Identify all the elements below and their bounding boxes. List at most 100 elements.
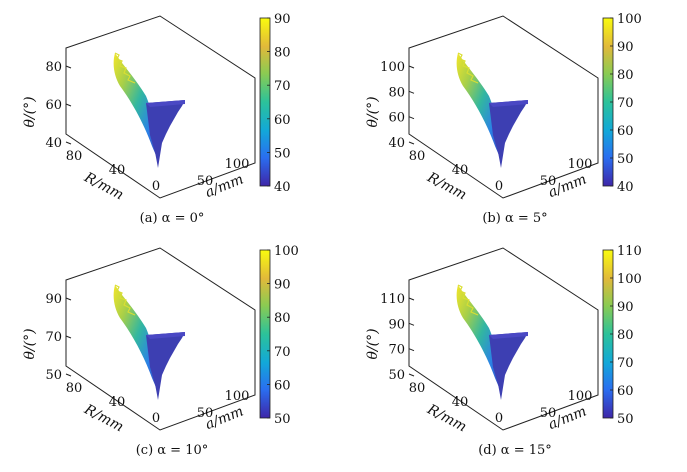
z-tick (408, 90, 415, 94)
y-tick-label: 80 (409, 149, 426, 164)
colorbar-tick-label: 50 (274, 412, 291, 427)
y-tick-label: 0 (495, 179, 503, 194)
surface-low (489, 332, 528, 400)
x-tick-label: 100 (225, 157, 250, 172)
colorbar-tick-label: 100 (617, 272, 642, 287)
z-tick-label: 70 (45, 330, 62, 345)
colorbar-tick-label: 50 (617, 152, 634, 167)
z-tick (65, 373, 72, 377)
z-tick (65, 65, 72, 69)
surface-edge (457, 284, 479, 316)
colorbar-tick-label: 100 (617, 12, 642, 27)
x-tick-label: 100 (225, 389, 250, 404)
z-axis-label: θ/(°) (365, 328, 381, 359)
x-tick-label: 50 (197, 174, 214, 189)
z-axis-label: θ/(°) (365, 96, 381, 127)
colorbar-tick-label: 40 (274, 180, 291, 195)
colorbar-tick-label: 80 (617, 68, 634, 83)
colorbar-tick-label: 90 (617, 40, 634, 55)
colorbar-tick-label: 110 (617, 244, 642, 259)
panel-caption: (a) α = 0° (140, 211, 205, 226)
colorbar-tick-label: 70 (617, 356, 634, 371)
y-tick-label: 40 (452, 395, 469, 410)
surface-low (146, 100, 185, 168)
colorbar-tick-label: 90 (274, 278, 291, 293)
panel-caption: (b) α = 5° (482, 211, 547, 226)
panel-caption: (c) α = 10° (136, 443, 209, 458)
colorbar-tick-label: 90 (274, 12, 291, 27)
surface-top-lip (146, 100, 185, 107)
colorbar-tick-label: 70 (617, 96, 634, 111)
y-tick-label: 80 (66, 149, 83, 164)
colorbar-tick-label: 70 (274, 345, 291, 360)
z-axis-label: θ/(°) (22, 96, 38, 127)
y-tick-label: 0 (152, 179, 160, 194)
z-tick (65, 141, 72, 145)
surface-high (456, 53, 501, 160)
z-tick (65, 103, 72, 107)
z-tick-label: 40 (45, 136, 62, 151)
z-tick (408, 141, 415, 145)
surface-high (113, 53, 158, 160)
y-tick-label: 80 (66, 381, 83, 396)
colorbar-tick-label: 100 (274, 244, 299, 259)
z-tick-label: 50 (388, 368, 405, 383)
z-tick-label: 90 (45, 292, 62, 307)
colorbar-tick-label: 50 (617, 412, 634, 427)
z-tick (408, 116, 415, 120)
x-tick-label: 50 (540, 406, 557, 421)
colorbar-tick-label: 80 (274, 46, 291, 61)
colorbar (259, 17, 271, 187)
surface-edge (457, 52, 479, 84)
x-tick-label: 100 (568, 157, 593, 172)
z-tick-label: 100 (380, 60, 405, 75)
z-tick (408, 65, 415, 69)
surface-low (489, 100, 528, 168)
colorbar-tick-label: 60 (274, 378, 291, 393)
axes-box (65, 15, 256, 199)
y-tick-label: 40 (109, 163, 126, 178)
surface-top-lip (146, 332, 185, 339)
z-tick-label: 80 (388, 85, 405, 100)
z-tick-label: 60 (45, 98, 62, 113)
z-tick (408, 322, 415, 326)
z-axis-label: θ/(°) (22, 328, 38, 359)
colorbar-tick-label: 70 (274, 79, 291, 94)
z-tick (65, 297, 72, 301)
x-tick-label: 50 (197, 406, 214, 421)
surface-edge (114, 52, 136, 84)
y-tick-label: 40 (452, 163, 469, 178)
surface-top-lip (489, 332, 528, 339)
y-tick-label: 80 (409, 381, 426, 396)
axes-box (408, 247, 599, 431)
z-tick-label: 40 (388, 136, 405, 151)
colorbar-tick-label: 50 (274, 146, 291, 161)
x-tick-label: 100 (568, 389, 593, 404)
z-tick-label: 70 (388, 343, 405, 358)
z-tick-label: 80 (45, 60, 62, 75)
y-tick-label: 0 (495, 411, 503, 426)
surface-edge (114, 284, 136, 316)
colorbar-tick-label: 60 (274, 113, 291, 128)
axes-box (65, 247, 256, 431)
colorbar-tick-label: 40 (617, 180, 634, 195)
z-tick-label: 110 (380, 292, 405, 307)
y-tick-label: 0 (152, 411, 160, 426)
z-tick (408, 348, 415, 352)
colorbar (259, 249, 271, 419)
colorbar-tick-label: 80 (274, 311, 291, 326)
colorbar-tick-label: 60 (617, 384, 634, 399)
colorbar-tick-label: 90 (617, 300, 634, 315)
z-tick-label: 50 (45, 368, 62, 383)
surface-high (113, 285, 158, 392)
z-tick-label: 60 (388, 111, 405, 126)
z-tick-label: 90 (388, 317, 405, 332)
z-tick (65, 335, 72, 339)
surface-high (456, 285, 501, 392)
y-tick-label: 40 (109, 395, 126, 410)
